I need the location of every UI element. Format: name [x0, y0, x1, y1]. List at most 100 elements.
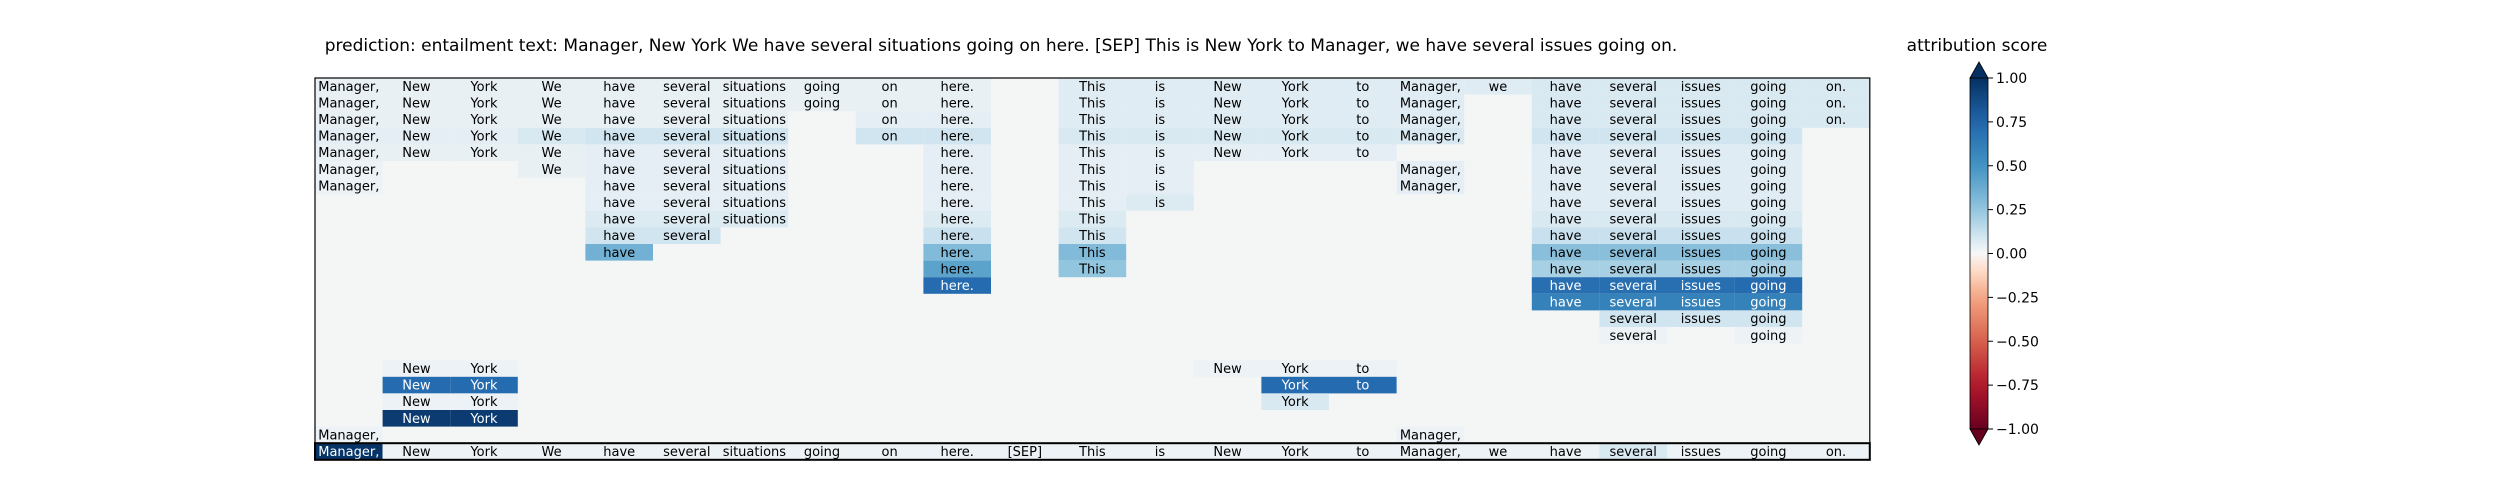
- heatmap-cell: [1058, 94, 1127, 112]
- cell-token-label: have: [603, 229, 635, 244]
- heatmap-cell: [923, 210, 991, 228]
- heatmap-cell: [1734, 310, 1803, 327]
- heatmap-cell: [1193, 78, 1262, 95]
- heatmap-cell: [1667, 277, 1735, 294]
- cell-token-label: York: [469, 146, 498, 161]
- heatmap-cell: [653, 443, 721, 460]
- cell-token-label: is: [1155, 179, 1166, 194]
- heatmap-cell: [720, 111, 789, 128]
- heatmap-cell: [923, 94, 991, 112]
- cell-token-label: York: [469, 395, 498, 410]
- heatmap-cell: [1667, 161, 1735, 178]
- heatmap-cell: [923, 194, 991, 211]
- cell-token-label: we: [1489, 445, 1508, 460]
- heatmap-cell: [1261, 144, 1329, 161]
- colorbar-gradient: [1969, 77, 1989, 430]
- cell-token-label: New: [402, 379, 431, 394]
- heatmap-cell: [1734, 327, 1803, 344]
- cell-token-label: situations: [723, 445, 787, 460]
- cell-token-label: This: [1078, 445, 1106, 460]
- heatmap-cell: [1126, 111, 1194, 128]
- cell-token-label: New: [402, 362, 431, 377]
- cell-token-label: issues: [1681, 445, 1721, 460]
- heatmap-cell: [1599, 310, 1667, 327]
- cell-token-label: several: [1610, 179, 1657, 194]
- heatmap-cell: [1531, 161, 1600, 178]
- heatmap-cell: [1329, 360, 1397, 377]
- cell-token-label: here.: [940, 113, 973, 128]
- cell-token-label: issues: [1681, 196, 1721, 211]
- cell-token-label: This: [1078, 96, 1106, 111]
- heatmap-cell: [1193, 443, 1262, 460]
- heatmap-cell: [1802, 94, 1870, 112]
- heatmap-cell: [1396, 426, 1465, 444]
- cell-token-label: on: [881, 113, 897, 128]
- cell-token-label: York: [1281, 130, 1310, 145]
- heatmap-cell: [653, 94, 721, 112]
- heatmap-cell: [1531, 194, 1600, 211]
- cell-token-label: We: [542, 146, 562, 161]
- heatmap-cell: [720, 144, 789, 161]
- cell-token-label: is: [1155, 163, 1166, 178]
- heatmap-cell: [1329, 443, 1397, 460]
- cell-token-label: York: [1281, 379, 1310, 394]
- cell-token-label: situations: [723, 130, 787, 145]
- cell-token-label: several: [663, 146, 710, 161]
- cell-token-label: on: [881, 96, 897, 111]
- cell-token-label: here.: [940, 196, 973, 211]
- cell-token-label: several: [1610, 279, 1657, 294]
- heatmap-cell: [585, 210, 653, 228]
- heatmap-cell: [450, 376, 518, 394]
- cell-token-label: have: [603, 179, 635, 194]
- cell-token-label: several: [1610, 229, 1657, 244]
- heatmap-cell: [1126, 78, 1194, 95]
- heatmap-cell: [1667, 260, 1735, 278]
- heatmap-cell: [1464, 443, 1532, 460]
- heatmap-cell: [1734, 227, 1803, 244]
- heatmap-cell: [1396, 177, 1465, 195]
- cell-token-label: Manager,: [1400, 96, 1461, 111]
- heatmap-cell: [1734, 260, 1803, 278]
- heatmap-cell: [855, 111, 924, 128]
- heatmap-cell: [585, 144, 653, 161]
- heatmap-cell: [450, 94, 518, 112]
- heatmap-cell: [1531, 227, 1600, 244]
- heatmap-cell: [1802, 78, 1870, 95]
- heatmap-cell: [517, 94, 586, 112]
- heatmap-cell: [315, 443, 383, 460]
- cell-token-label: have: [603, 445, 635, 460]
- heatmap-cell: [1734, 94, 1803, 112]
- cell-token-label: This: [1078, 213, 1106, 228]
- heatmap-cell: [1193, 127, 1262, 145]
- cell-token-label: New: [1213, 113, 1242, 128]
- cell-token-label: have: [1550, 196, 1582, 211]
- cell-token-label: This: [1078, 179, 1106, 194]
- cell-token-label: is: [1155, 445, 1166, 460]
- heatmap-cell: [382, 111, 451, 128]
- cell-token-label: to: [1356, 96, 1369, 111]
- heatmap-cell: [1126, 127, 1194, 145]
- cell-token-label: situations: [723, 96, 787, 111]
- cell-token-label: several: [1610, 329, 1657, 344]
- cell-token-label: Manager,: [318, 163, 379, 178]
- cell-token-label: situations: [723, 179, 787, 194]
- heatmap-cell: [1734, 127, 1803, 145]
- cell-token-label: going: [1750, 113, 1786, 128]
- cell-token-label: here.: [940, 163, 973, 178]
- heatmap-cell: [1261, 94, 1329, 112]
- cell-token-label: New: [402, 395, 431, 410]
- heatmap-cell: [1193, 111, 1262, 128]
- colorbar: 1.00 0.75 0.50 0.25 0.00 −0.25 −0.50 −0.75 −1.00: [1969, 61, 2039, 446]
- heatmap-cell: [653, 78, 721, 95]
- heatmap-cell: [1667, 227, 1735, 244]
- heatmap-cell: [923, 127, 991, 145]
- cell-token-label: have: [1550, 146, 1582, 161]
- heatmap-cell: [450, 360, 518, 377]
- cell-token-label: several: [663, 130, 710, 145]
- heatmap-cell: [788, 443, 856, 460]
- heatmap-cell: [1599, 244, 1667, 261]
- cell-token-label: several: [1610, 113, 1657, 128]
- colorbar-tick-label: −0.25: [1996, 290, 2039, 306]
- cell-token-label: several: [1610, 312, 1657, 327]
- heatmap-cell: [1667, 194, 1735, 211]
